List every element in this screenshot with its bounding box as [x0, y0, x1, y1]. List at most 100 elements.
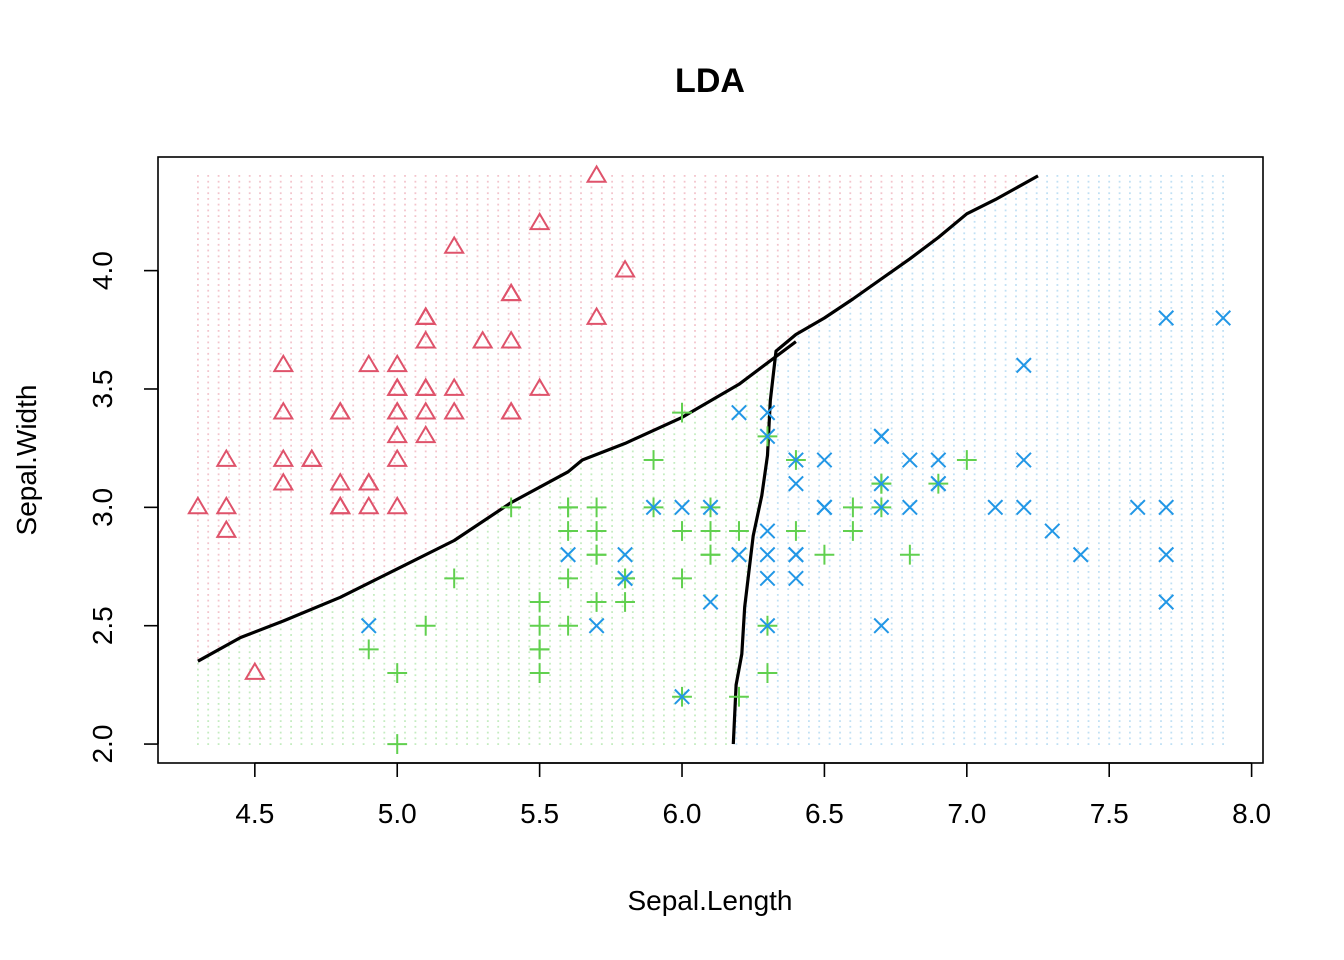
region-cell — [228, 364, 230, 367]
region-cell — [290, 525, 292, 527]
region-cell — [445, 295, 448, 298]
region-cell — [373, 536, 375, 539]
region-cell — [631, 743, 634, 745]
region-cell — [704, 622, 707, 625]
region-cell — [580, 691, 582, 694]
region-cell — [528, 364, 531, 367]
region-cell — [538, 180, 541, 183]
region-cell — [621, 639, 624, 642]
region-cell — [497, 496, 500, 499]
region-cell — [621, 404, 624, 407]
region-cell — [486, 720, 489, 722]
region-cell — [455, 582, 458, 585]
region-cell — [600, 467, 603, 470]
region-cell — [321, 289, 323, 292]
region-cell — [414, 433, 417, 436]
region-cell — [383, 238, 386, 240]
region-cell — [310, 703, 313, 705]
region-cell — [435, 404, 437, 407]
region-cell — [248, 513, 251, 516]
region-cell — [259, 301, 261, 304]
region-cell — [310, 243, 313, 246]
region-cell — [683, 209, 686, 212]
region-cell — [642, 467, 645, 470]
region-cell — [683, 272, 686, 275]
region-cell — [569, 387, 572, 390]
region-cell — [290, 439, 292, 441]
region-cell — [269, 255, 272, 258]
region-cell — [621, 427, 624, 430]
region-cell — [228, 662, 230, 665]
region-cell — [476, 548, 479, 550]
region-cell — [228, 576, 230, 579]
region-cell — [321, 238, 323, 240]
region-cell — [259, 439, 261, 441]
region-cell — [445, 381, 448, 384]
region-cell — [590, 347, 593, 349]
region-cell — [373, 691, 375, 694]
region-cell — [569, 571, 572, 573]
region-cell — [569, 301, 572, 304]
region-cell — [435, 341, 437, 344]
region-cell — [497, 674, 500, 677]
region-cell — [248, 467, 251, 470]
region-cell — [663, 456, 665, 458]
region-cell — [290, 444, 292, 447]
region-cell — [197, 375, 199, 378]
region-cell — [704, 266, 707, 269]
region-cell — [694, 691, 696, 694]
region-cell — [207, 215, 210, 217]
region-cell — [704, 387, 707, 390]
region-cell — [694, 192, 696, 195]
region-cell — [435, 588, 437, 590]
region-cell — [600, 318, 603, 321]
region-cell — [611, 232, 613, 235]
region-cell — [507, 175, 510, 177]
region-cell — [331, 507, 334, 510]
region-cell — [342, 410, 344, 413]
region-cell — [590, 341, 593, 344]
region-cell — [310, 347, 313, 349]
region-cell — [300, 645, 303, 648]
region-cell — [642, 347, 645, 349]
region-cell — [310, 266, 313, 269]
region-cell — [373, 261, 375, 263]
region-cell — [559, 548, 562, 550]
region-cell — [611, 404, 613, 407]
region-cell — [611, 352, 613, 355]
region-cell — [279, 192, 282, 195]
region-cell — [642, 725, 645, 728]
region-cell — [228, 278, 230, 281]
region-cell — [393, 226, 396, 229]
region-cell — [455, 232, 458, 235]
region-cell — [383, 743, 386, 745]
region-cell — [404, 347, 406, 349]
region-cell — [310, 697, 313, 700]
region-cell — [362, 192, 365, 195]
region-cell — [663, 358, 665, 361]
region-cell — [217, 198, 220, 200]
region-cell — [321, 330, 323, 332]
region-cell — [538, 295, 541, 298]
region-cell — [590, 605, 593, 608]
region-cell — [455, 490, 458, 493]
region-cell — [342, 571, 344, 573]
region-cell — [424, 507, 427, 510]
region-cell — [455, 427, 458, 430]
region-cell — [342, 192, 344, 195]
region-cell — [652, 266, 655, 269]
region-cell — [269, 358, 272, 361]
region-cell — [279, 381, 282, 384]
region-cell — [694, 599, 696, 602]
region-cell — [704, 330, 707, 332]
region-cell — [621, 226, 624, 229]
region-cell — [435, 192, 437, 195]
region-cell — [228, 484, 230, 487]
region-cell — [683, 502, 686, 504]
region-cell — [580, 215, 582, 217]
region-cell — [248, 387, 251, 390]
region-cell — [445, 731, 448, 734]
region-cell — [704, 433, 707, 436]
region-cell — [673, 720, 676, 722]
region-cell — [228, 559, 230, 562]
